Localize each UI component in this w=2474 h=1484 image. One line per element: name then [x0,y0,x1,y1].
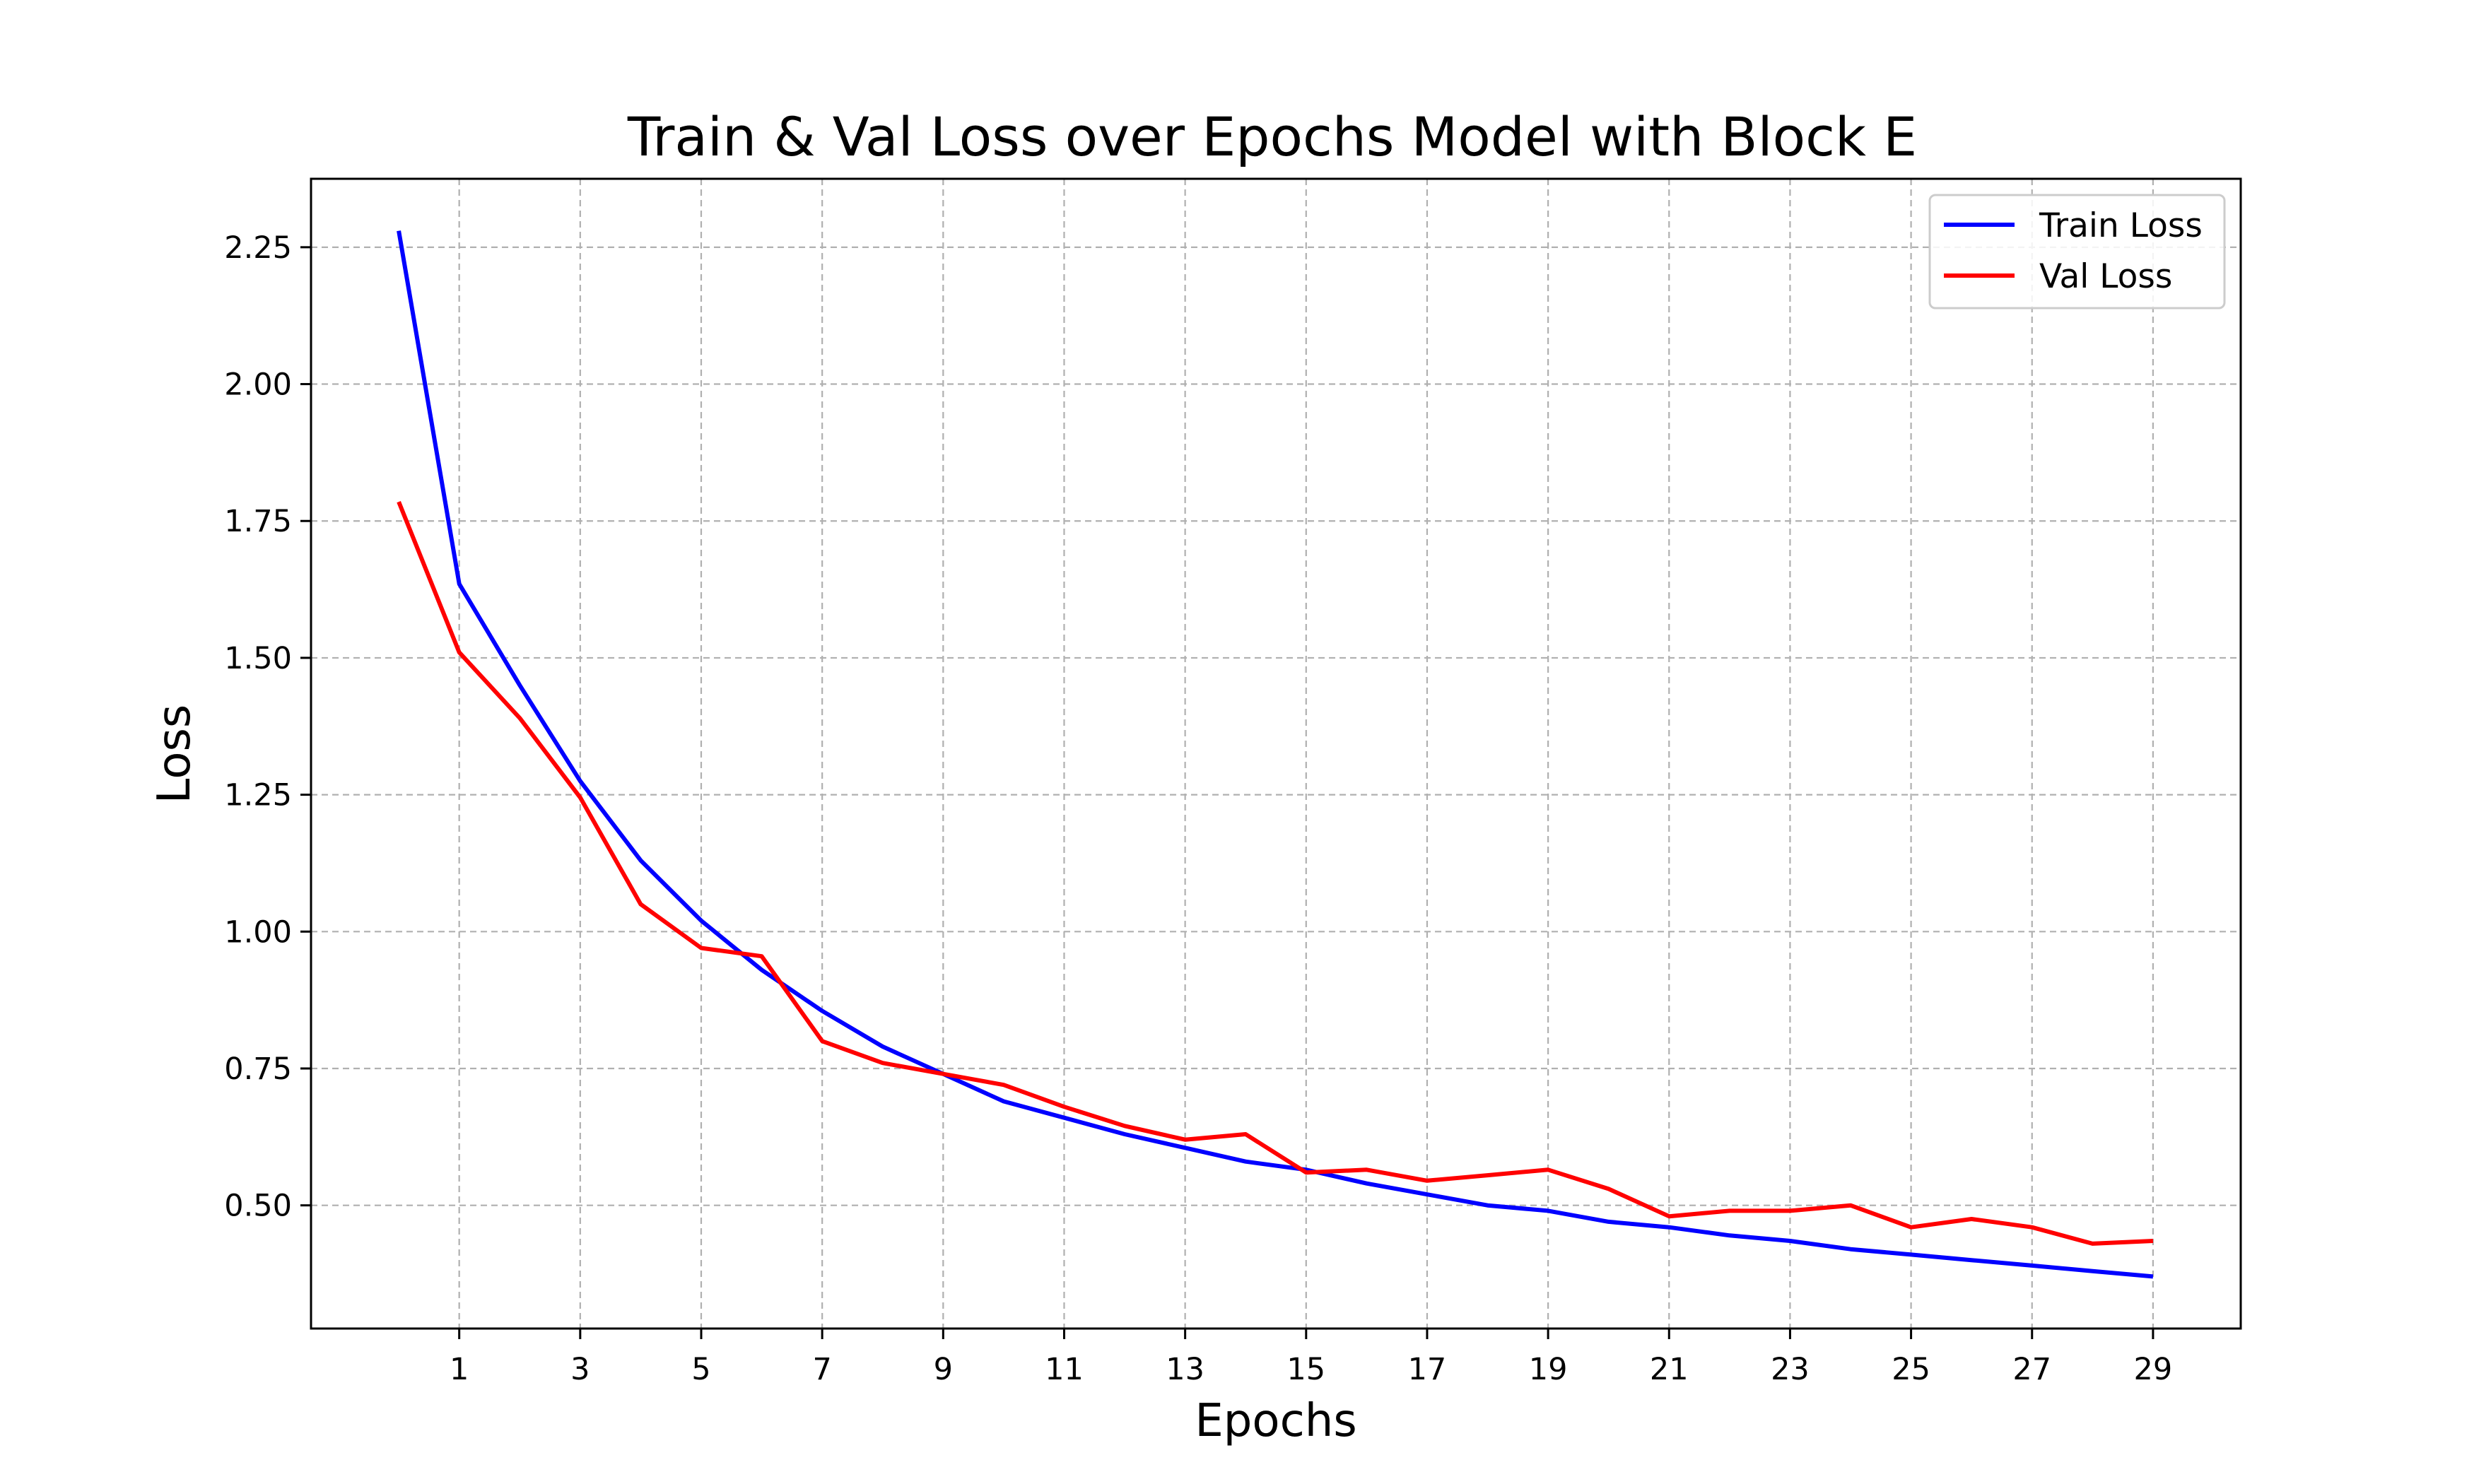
x-tick-label: 3 [570,1352,590,1387]
x-tick-label: 11 [1045,1352,1084,1387]
x-axis-title: Epochs [1195,1395,1356,1447]
x-tick-label: 7 [812,1352,831,1387]
x-tick-label: 23 [1771,1352,1810,1387]
y-tick-label: 2.25 [224,230,292,266]
x-tick-label: 19 [1529,1352,1568,1387]
legend-label: Val Loss [2039,257,2172,296]
chart-title: Train & Val Loss over Epochs Model with … [627,105,1917,168]
x-tick-label: 5 [691,1352,710,1387]
x-tick-label: 17 [1408,1352,1447,1387]
legend-label: Train Loss [2039,206,2203,245]
legend: Train Loss Val Loss [1928,194,2226,310]
x-tick-label: 15 [1286,1352,1325,1387]
y-tick-label: 1.50 [224,641,292,676]
series-line-1 [397,500,2154,1246]
series-lines [397,230,2154,1279]
y-tick-label: 2.00 [224,367,292,403]
x-tick-label: 9 [934,1352,953,1387]
y-tick-label: 1.00 [224,914,292,950]
x-tick-label: 25 [1892,1352,1930,1387]
y-tick-label: 1.25 [224,778,292,813]
y-tick-label: 0.50 [224,1189,292,1224]
plot-frame [310,177,2242,1330]
x-tick-label: 29 [2134,1352,2173,1387]
y-axis-ticks: 0.50 0.75 1.00 1.25 1.50 1.75 2.00 2.25 [224,230,311,1224]
grid-lines [311,179,2241,1329]
x-axis-ticks: 1 3 5 7 9 11 13 15 17 19 21 23 25 27 29 [450,1329,2172,1387]
y-tick-label: 1.75 [224,504,292,539]
y-axis-title: Loss [148,705,201,803]
series-line-0 [397,230,2154,1279]
x-tick-label: 1 [450,1352,469,1387]
x-tick-label: 13 [1166,1352,1204,1387]
x-tick-label: 21 [1650,1352,1689,1387]
x-tick-label: 27 [2012,1352,2051,1387]
y-tick-label: 0.75 [224,1052,292,1087]
